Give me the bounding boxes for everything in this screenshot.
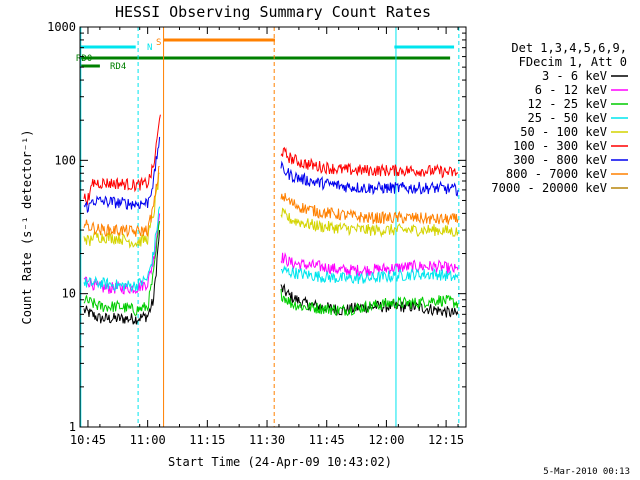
legend-label-8: 800 - 7000 keV <box>506 167 607 181</box>
series-1 <box>83 230 459 325</box>
series-3-segment-1 <box>83 221 161 316</box>
series-3-segment-2 <box>280 288 459 317</box>
legend-label-6: 100 - 300 keV <box>513 139 607 153</box>
x-tick-label: 11:45 <box>309 433 345 447</box>
x-tick-label: 11:00 <box>130 433 166 447</box>
series-2-segment-2 <box>280 251 459 278</box>
series-5 <box>83 172 459 249</box>
legend-header-line-2: FDecim 1, Att 0 <box>519 55 627 69</box>
y-tick-label: 10 <box>62 287 76 301</box>
legend-label-5: 50 - 100 keV <box>520 125 607 139</box>
series-7 <box>83 136 459 214</box>
legend: Det 1,3,4,5,6,9, FDecim 1, Att 0 3 - 6 k… <box>491 41 628 195</box>
x-tick-label: 11:15 <box>189 433 225 447</box>
series-4-segment-2 <box>281 265 459 284</box>
legend-label-7: 300 - 800 keV <box>513 153 607 167</box>
series-5-segment-2 <box>280 207 459 238</box>
series-6 <box>83 114 459 206</box>
series-2-segment-1 <box>83 213 161 295</box>
axes: 10:45 11:00 11:15 11:30 11:45 12:00 12:15 1 10 10… <box>47 20 466 447</box>
series-4 <box>83 206 459 293</box>
legend-label-3: 12 - 25 keV <box>528 97 607 111</box>
series-1-segment-1 <box>83 230 161 325</box>
y-tick-label: 1000 <box>47 20 76 34</box>
y-tick-label: 1 <box>69 420 76 434</box>
x-axis-label: Start Time (24-Apr-09 10:43:02) <box>168 455 392 469</box>
series-5-segment-1 <box>83 172 160 249</box>
flag-rd0-label: RD0 <box>76 54 92 64</box>
x-tick-label: 12:15 <box>428 433 464 447</box>
footer-timestamp: 5-Mar-2010 00:13 <box>543 467 630 477</box>
y-tick-label: 100 <box>54 153 76 167</box>
series-8 <box>83 165 459 238</box>
flag-bars: N S RD0 RD4 <box>76 38 455 72</box>
flag-rd4-label: RD4 <box>110 62 126 72</box>
x-tick-label: 12:00 <box>368 433 404 447</box>
flag-s-label: S <box>156 38 161 48</box>
series-lines <box>83 114 459 325</box>
series-8-segment-1 <box>83 165 160 238</box>
legend-label-1: 3 - 6 keV <box>542 69 607 83</box>
series-8-segment-2 <box>280 192 459 225</box>
series-6-segment-2 <box>280 146 459 179</box>
x-tick-label: 11:30 <box>249 433 285 447</box>
chart-title: HESSI Observing Summary Count Rates <box>115 3 431 21</box>
x-tick-label: 10:45 <box>70 433 106 447</box>
series-4-segment-1 <box>83 206 161 293</box>
plot-frame <box>79 26 467 428</box>
series-7-segment-1 <box>83 136 161 214</box>
series-6-segment-1 <box>83 114 161 206</box>
legend-header-line-1: Det 1,3,4,5,6,9, <box>511 41 627 55</box>
flag-n-label: N <box>147 43 152 53</box>
legend-label-9: 7000 - 20000 keV <box>491 181 607 195</box>
legend-label-2: 6 - 12 keV <box>535 83 607 97</box>
series-3 <box>83 221 459 317</box>
series-7-segment-2 <box>280 160 459 197</box>
legend-label-4: 25 - 50 keV <box>528 111 607 125</box>
series-2 <box>83 213 459 295</box>
series-1-segment-2 <box>280 283 459 318</box>
y-axis-label: Count Rate (s⁻¹ detector⁻¹) <box>20 129 34 324</box>
